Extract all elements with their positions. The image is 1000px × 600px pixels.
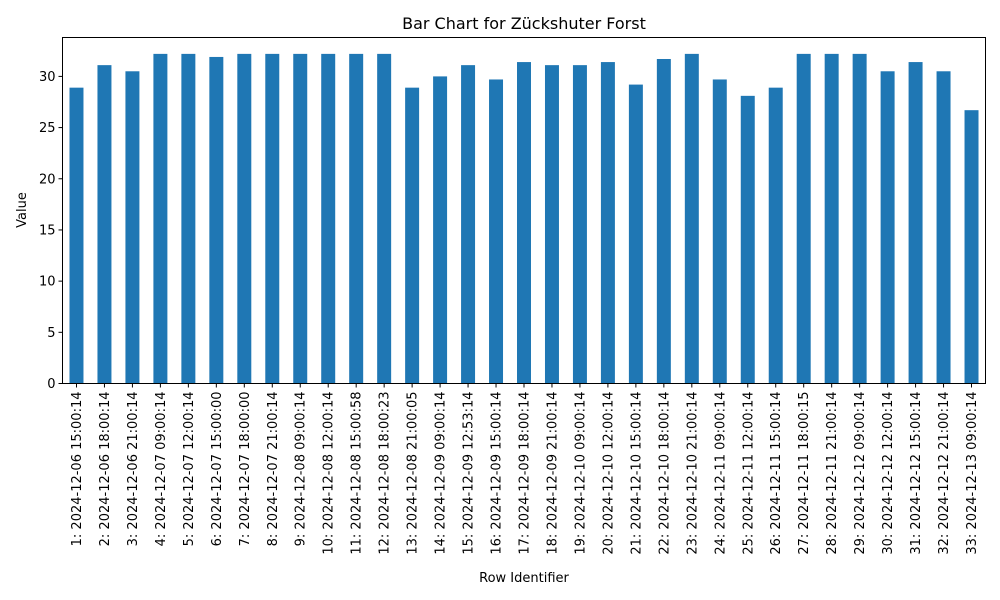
bar xyxy=(293,53,308,384)
bar xyxy=(796,53,811,384)
bar xyxy=(824,53,839,384)
bar xyxy=(572,65,587,384)
bar xyxy=(936,71,951,384)
y-axis-label: Value xyxy=(15,192,30,228)
x-tick-label: 2: 2024-12-06 18:00:14 xyxy=(98,392,113,547)
bar xyxy=(740,95,755,384)
x-tick-label: 14: 2024-12-09 09:00:14 xyxy=(434,392,449,555)
bar xyxy=(97,65,112,384)
bar xyxy=(153,53,168,384)
x-axis-ticks: 1: 2024-12-06 15:00:14 2: 2024-12-06 18:0… xyxy=(70,383,980,555)
x-axis-label: Row Identifier xyxy=(479,571,569,586)
bar xyxy=(321,53,336,384)
bar xyxy=(684,53,699,384)
x-tick-label: 1: 2024-12-06 15:00:14 xyxy=(70,392,85,547)
x-tick-label: 17: 2024-12-09 18:00:14 xyxy=(518,392,533,555)
x-tick-label: 25: 2024-12-11 12:00:14 xyxy=(741,392,756,555)
x-tick-label: 24: 2024-12-11 09:00:14 xyxy=(713,392,728,555)
x-tick-label: 11: 2024-12-08 15:00:58 xyxy=(350,392,365,555)
y-tick-label: 30 xyxy=(39,70,56,85)
x-tick-label: 22: 2024-12-10 18:00:14 xyxy=(657,392,672,555)
x-tick-label: 3: 2024-12-06 21:00:14 xyxy=(126,392,141,547)
x-tick-label: 27: 2024-12-11 18:00:15 xyxy=(797,392,812,555)
x-tick-label: 16: 2024-12-09 15:00:14 xyxy=(490,392,505,555)
bar xyxy=(544,65,559,384)
x-tick-label: 18: 2024-12-09 21:00:14 xyxy=(545,392,560,555)
x-tick-label: 21: 2024-12-10 15:00:14 xyxy=(629,392,644,555)
x-tick-label: 30: 2024-12-12 12:00:14 xyxy=(881,392,896,555)
bar xyxy=(209,56,224,384)
x-tick-label: 7: 2024-12-07 18:00:00 xyxy=(238,392,253,547)
bar xyxy=(265,53,280,384)
bar xyxy=(461,65,476,384)
x-tick-label: 23: 2024-12-10 21:00:14 xyxy=(685,392,700,555)
x-tick-label: 32: 2024-12-12 21:00:14 xyxy=(937,392,952,555)
bar xyxy=(880,71,895,384)
y-tick-label: 5 xyxy=(47,326,55,341)
chart-title: Bar Chart for Zückshuter Forst xyxy=(402,14,646,33)
bar xyxy=(656,58,671,384)
bar xyxy=(768,87,783,384)
bar xyxy=(600,62,615,384)
x-tick-label: 12: 2024-12-08 18:00:23 xyxy=(378,392,393,555)
bar xyxy=(349,53,364,384)
bar xyxy=(181,53,196,384)
y-tick-label: 25 xyxy=(39,121,56,136)
x-tick-label: 9: 2024-12-08 09:00:14 xyxy=(294,392,309,547)
x-tick-label: 26: 2024-12-11 15:00:14 xyxy=(769,392,784,555)
x-tick-label: 4: 2024-12-07 09:00:14 xyxy=(154,392,169,547)
x-tick-label: 10: 2024-12-08 12:00:14 xyxy=(322,392,337,555)
x-tick-label: 6: 2024-12-07 15:00:00 xyxy=(210,392,225,547)
x-tick-label: 19: 2024-12-10 09:00:14 xyxy=(573,392,588,555)
x-tick-label: 5: 2024-12-07 12:00:14 xyxy=(182,392,197,547)
x-tick-label: 13: 2024-12-08 21:00:05 xyxy=(406,392,421,555)
y-tick-label: 20 xyxy=(39,172,56,187)
x-tick-label: 15: 2024-12-09 12:53:14 xyxy=(462,392,477,555)
y-tick-label: 15 xyxy=(39,223,56,238)
bar xyxy=(852,53,867,384)
x-tick-label: 31: 2024-12-12 15:00:14 xyxy=(909,392,924,555)
x-tick-label: 8: 2024-12-07 21:00:14 xyxy=(266,392,281,547)
bar xyxy=(908,62,923,384)
y-tick-label: 0 xyxy=(47,377,55,392)
bar xyxy=(489,79,504,384)
bar xyxy=(237,53,252,384)
x-tick-label: 20: 2024-12-10 12:00:14 xyxy=(601,392,616,555)
bar xyxy=(69,87,84,384)
y-axis-ticks: 0 5 10 15 20 25 30 xyxy=(39,70,63,392)
bar xyxy=(433,76,448,384)
bar xyxy=(517,62,531,384)
bars-group xyxy=(69,53,979,384)
plot-frame xyxy=(62,37,986,384)
bar xyxy=(377,53,392,384)
bar xyxy=(628,84,643,384)
x-tick-label: 29: 2024-12-12 09:00:14 xyxy=(853,392,868,555)
bar xyxy=(125,71,140,384)
bar xyxy=(405,87,420,384)
x-tick-label: 33: 2024-12-13 09:00:14 xyxy=(965,392,980,555)
y-tick-label: 10 xyxy=(39,275,56,290)
bar xyxy=(712,79,727,384)
x-tick-label: 28: 2024-12-11 21:00:14 xyxy=(825,392,840,555)
bar xyxy=(964,110,979,384)
